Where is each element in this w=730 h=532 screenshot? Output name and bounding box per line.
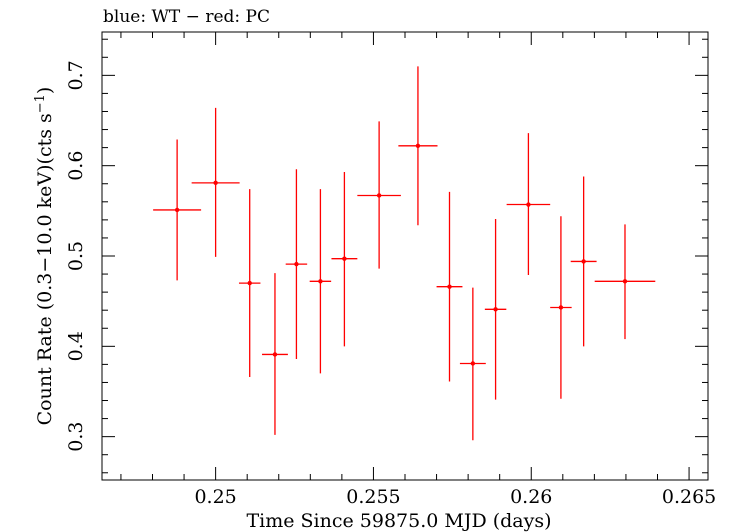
data-point [436, 191, 463, 382]
point-marker [272, 352, 278, 357]
data-point [357, 121, 401, 269]
point-marker [447, 284, 452, 289]
data-point [331, 172, 358, 347]
data-point [262, 273, 288, 435]
plot-frame [101, 31, 709, 481]
data-point [484, 218, 507, 400]
point-marker [526, 202, 531, 207]
point-marker [493, 307, 498, 312]
x-tick-label: 0.25 [194, 486, 236, 508]
y-axis-title-end: ) [34, 87, 56, 94]
y-tick-label: 0.7 [65, 60, 87, 90]
point-marker [581, 259, 586, 264]
data-point [238, 189, 261, 378]
point-marker [342, 256, 347, 261]
point-marker [376, 193, 382, 198]
point-marker [318, 279, 323, 284]
data-point [459, 287, 486, 441]
x-tick-label: 0.255 [346, 486, 400, 508]
y-axis-title-superscript: −1 [33, 94, 48, 113]
point-marker [415, 143, 421, 149]
point-marker [174, 207, 180, 213]
data-point [285, 169, 308, 359]
y-tick-label: 0.4 [65, 331, 87, 361]
y-tick-label: 0.3 [65, 422, 87, 452]
data-point [570, 176, 597, 347]
data-points [153, 66, 656, 441]
axis-ticks [102, 32, 708, 480]
data-point [153, 139, 202, 281]
x-axis-title: Time Since 59875.0 MJD (days) [246, 510, 551, 532]
data-point [506, 133, 551, 275]
data-point [398, 66, 438, 226]
data-point [309, 189, 332, 374]
y-axis-title-main: Count Rate (0.3−10.0 keV)(cts s [34, 113, 56, 425]
x-tick-label: 0.26 [510, 486, 552, 508]
y-tick-label: 0.6 [65, 151, 87, 181]
point-marker [558, 305, 564, 310]
axis-tick-labels: 0.25 0.255 0.26 0.265 0.3 0.4 0.5 0.6 0.7 [65, 60, 716, 508]
point-marker [213, 180, 218, 186]
x-tick-label: 0.265 [662, 486, 716, 508]
y-tick-label: 0.5 [65, 241, 87, 271]
point-marker [294, 261, 299, 267]
data-point [550, 216, 572, 399]
data-point [191, 107, 240, 257]
point-marker [247, 280, 252, 286]
point-marker [622, 279, 628, 284]
data-point [594, 224, 656, 340]
y-axis-title: Count Rate (0.3−10.0 keV)(cts s−1) [33, 87, 56, 426]
chart-title: blue: WT − red: PC [103, 7, 270, 27]
point-marker [470, 361, 476, 366]
